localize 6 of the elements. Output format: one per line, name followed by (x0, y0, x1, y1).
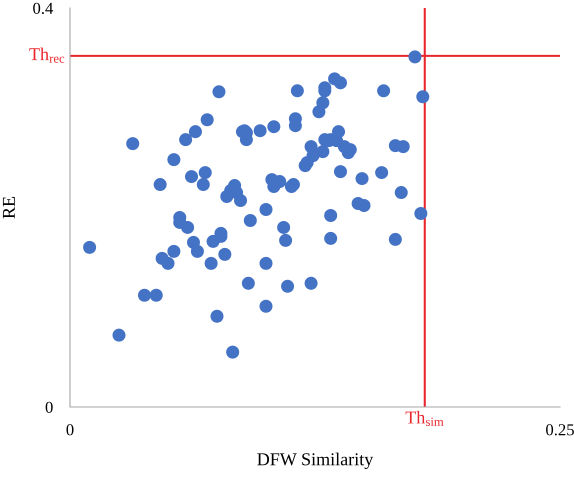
ref-line-label: Th$_{rec}$ (29, 48, 64, 63)
y-axis-title: RE (2, 196, 15, 219)
x-tick-label: 0.25 (546, 424, 574, 436)
ref-line-label: Th$_{sim}$ (406, 410, 444, 426)
x-axis-title: DFW Similarity (257, 452, 374, 470)
y-tick-label: 0.4 (33, 2, 54, 14)
